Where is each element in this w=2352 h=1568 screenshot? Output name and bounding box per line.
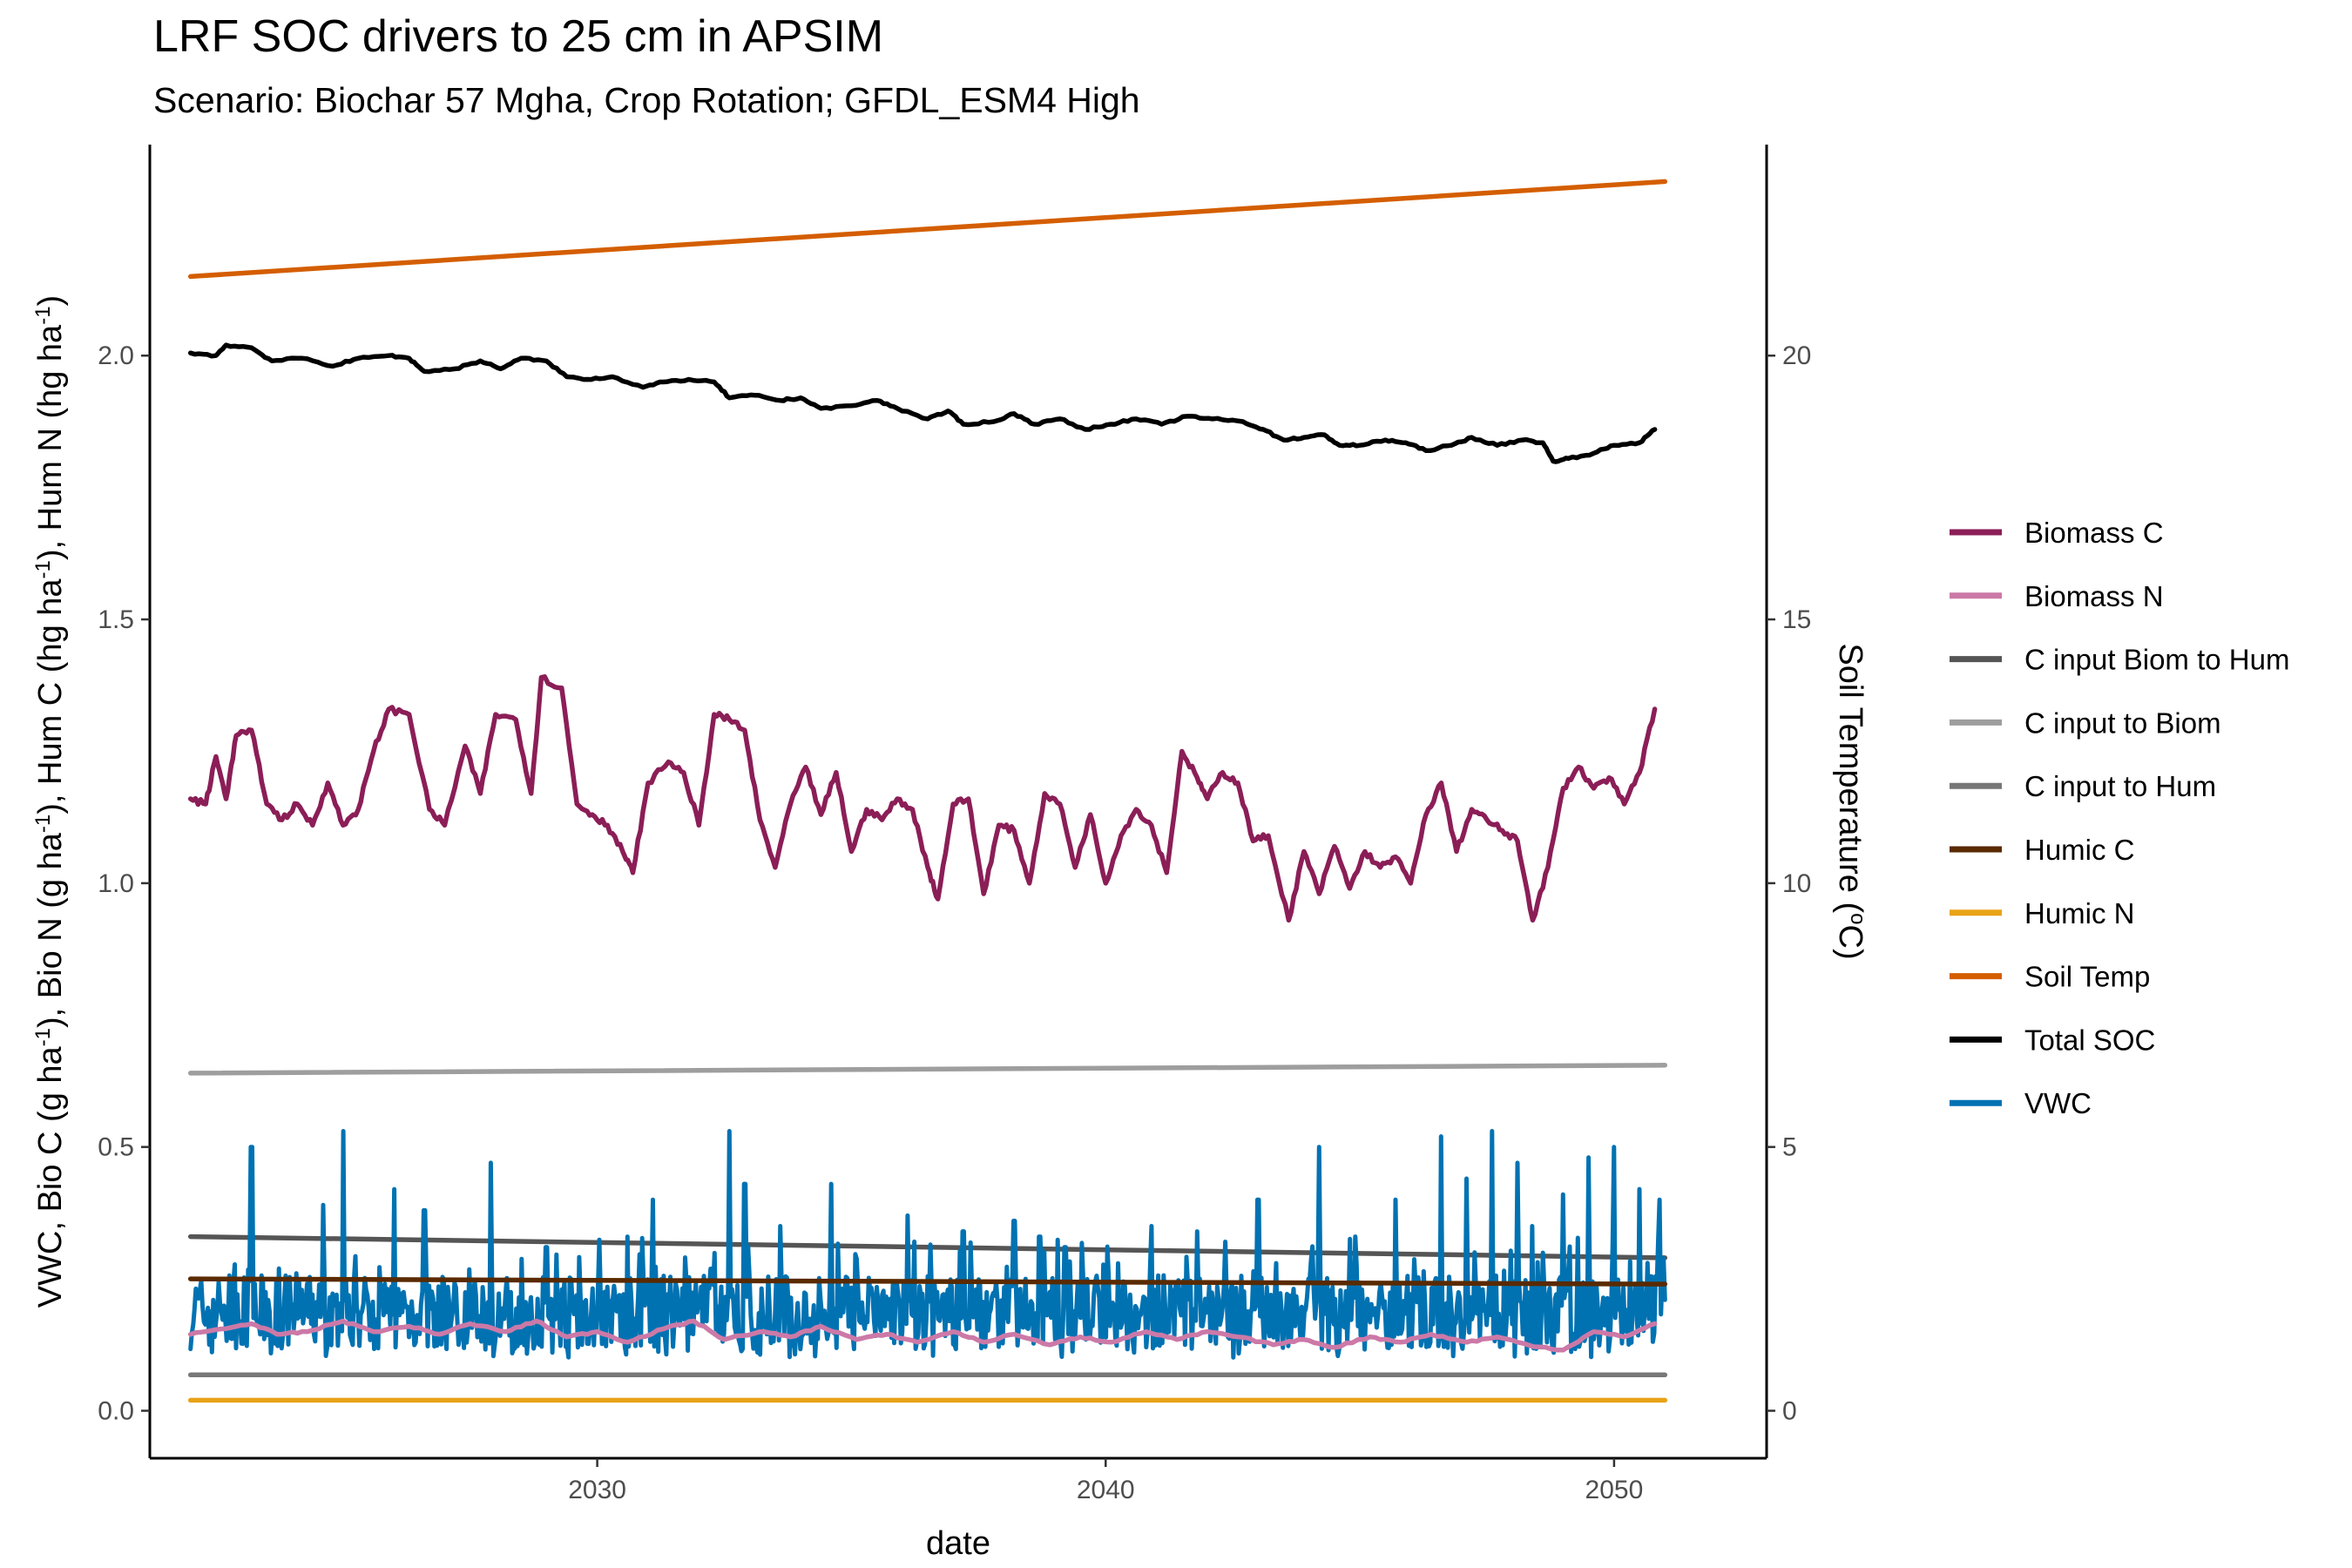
y-left-tick-label: 2.0: [98, 341, 134, 370]
series-line-c-input-to-biom: [187, 1063, 1668, 1076]
axes-layer: 2030 2040 2050 0.0 0.5 1.0 1.5 2.0 0 5 10 15 20 date V…: [31, 145, 1870, 1562]
series-line-biomass-c: [187, 674, 1658, 923]
y-left-tick-label: 0.0: [98, 1396, 134, 1425]
y-right-tick-label: 5: [1782, 1133, 1797, 1162]
chart-subtitle: Scenario: Biochar 57 Mgha, Crop Rotation…: [153, 80, 1140, 120]
legend: Biomass C Biomass N C input Biom to Hum C i…: [1950, 517, 2289, 1119]
series-line-soil-temp: [187, 179, 1668, 280]
legend-label-c-input-to-hum: C input to Hum: [2024, 770, 2216, 802]
axis-title-segment: ): [32, 295, 69, 307]
y-right-tick-label: 20: [1782, 341, 1811, 370]
series-layer: [187, 179, 1668, 1403]
y-right-tick-label: 10: [1782, 869, 1811, 898]
y-right-tick-label: 0: [1782, 1396, 1797, 1425]
axis-title-segment: ), Bio N (g ha: [32, 832, 69, 1028]
axis-title-superscript: -1: [31, 814, 55, 833]
axis-title-superscript: -1: [31, 1028, 55, 1046]
axis-title-superscript: o: [1847, 913, 1870, 924]
legend-label-c-input-to-biom: C input to Biom: [2024, 706, 2221, 739]
series-line-total-soc: [187, 342, 1658, 464]
series-line-c-input-biom-to-hum: [187, 1233, 1668, 1260]
y-right-tick-label: 15: [1782, 605, 1811, 634]
x-tick-label: 2040: [1077, 1476, 1135, 1504]
x-tick-label: 2050: [1585, 1476, 1644, 1504]
y-left-tick-label: 1.0: [98, 869, 134, 898]
axis-title-superscript: -1: [31, 306, 55, 324]
x-tick-label: 2030: [568, 1476, 626, 1504]
legend-label-biomass-c: Biomass C: [2024, 517, 2164, 549]
y-axis-right-title: Soil Temperature (oC): [1832, 643, 1870, 959]
legend-label-vwc: VWC: [2024, 1087, 2092, 1119]
series-line-vwc: [188, 1129, 1667, 1360]
axis-title-segment: C): [1832, 925, 1869, 960]
axis-title-superscript: -1: [31, 560, 55, 578]
x-axis-title: date: [926, 1525, 990, 1562]
legend-label-humic-c: Humic C: [2024, 834, 2135, 866]
axis-title-segment: ), Hum N (hg ha: [32, 324, 69, 560]
legend-label-c-input-biom-to-hum: C input Biom to Hum: [2024, 644, 2289, 676]
series-line-biomass-n: [187, 1318, 1658, 1353]
legend-label-soil-temp: Soil Temp: [2024, 961, 2150, 993]
axis-title-segment: ), Hum C (hg ha: [32, 578, 69, 814]
legend-label-biomass-n: Biomass N: [2024, 580, 2164, 612]
y-left-tick-label: 1.5: [98, 605, 134, 634]
y-left-tick-label: 0.5: [98, 1133, 134, 1162]
axis-title-segment: Soil Temperature (: [1832, 643, 1869, 913]
legend-label-humic-n: Humic N: [2024, 897, 2135, 929]
axis-title-segment: VWC, Bio C (g ha: [32, 1045, 69, 1308]
y-axis-left-title: VWC, Bio C (g ha-1), Bio N (g ha-1), Hum…: [31, 295, 70, 1308]
series-line-humic-c: [187, 1276, 1668, 1287]
legend-label-total-soc: Total SOC: [2024, 1024, 2155, 1056]
chart-title: LRF SOC drivers to 25 cm in APSIM: [153, 11, 884, 62]
